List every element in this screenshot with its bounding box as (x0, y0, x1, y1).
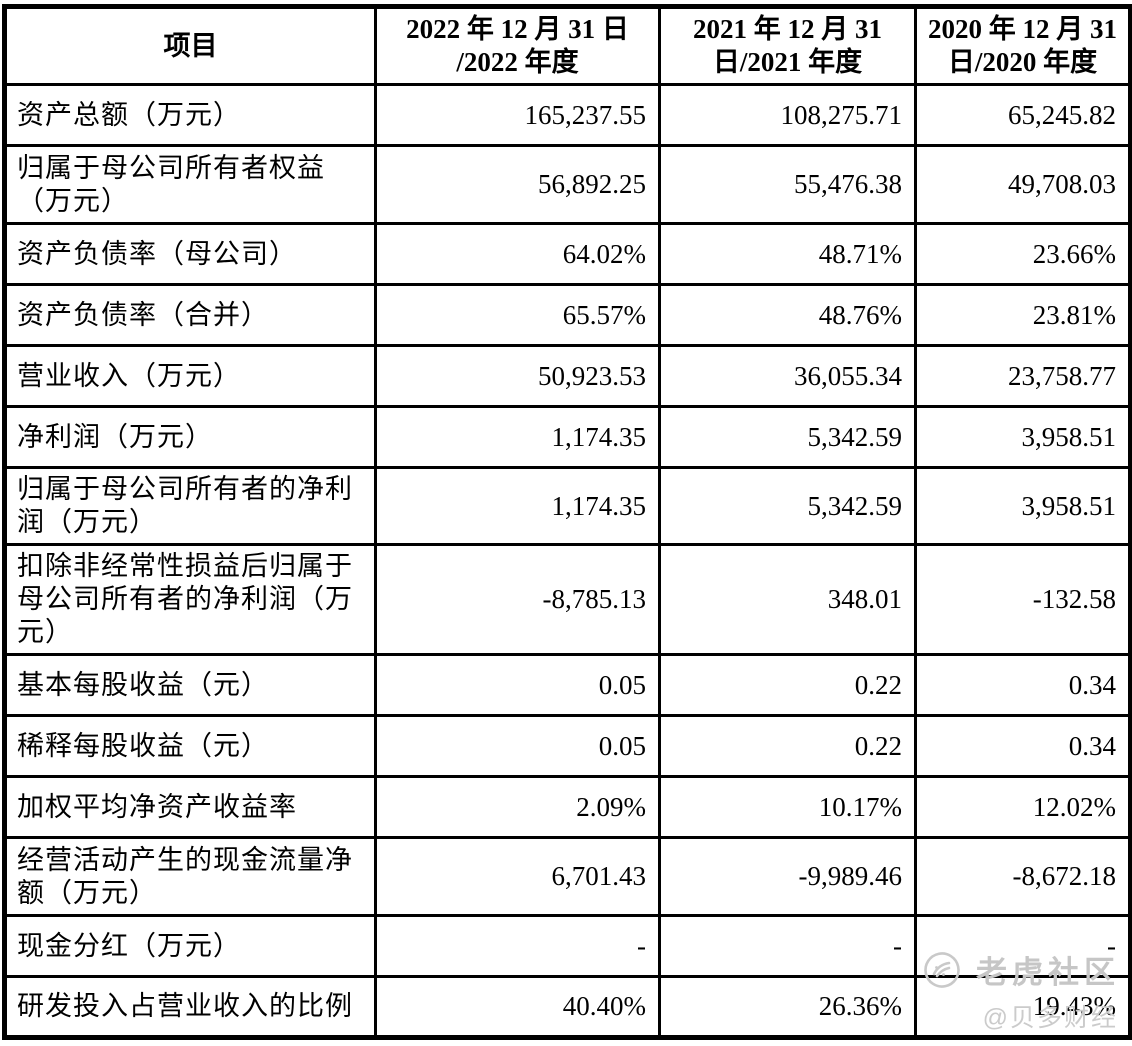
financial-summary-table: 项目 2022 年 12 月 31 日 /2022 年度 2021 年 12 月… (2, 4, 1132, 1040)
value-cell-2022: 64.02% (374, 222, 661, 286)
table-row: 资产总额（万元） 165,237.55 108,275.71 65,245.82 (3, 83, 1132, 147)
value-cell-2020: 23.81% (914, 283, 1132, 347)
value-cell-2021: - (658, 914, 917, 978)
value-cell-2022: 1,174.35 (374, 466, 661, 546)
value-cell-2022: 165,237.55 (374, 83, 661, 147)
value-cell-2022: 65.57% (374, 283, 661, 347)
row-label: 资产总额（万元） (3, 83, 377, 147)
row-label: 研发投入占营业收入的比例 (3, 975, 377, 1039)
value-cell-2021: 10.17% (658, 775, 917, 839)
value-cell-2021: 48.71% (658, 222, 917, 286)
header-period-2020: 2020 年 12 月 31 日/2020 年度 (914, 5, 1132, 86)
row-label: 营业收入（万元） (3, 344, 377, 408)
value-cell-2020: 49,708.03 (914, 144, 1132, 225)
value-cell-2022: 2.09% (374, 775, 661, 839)
value-cell-2020: 65,245.82 (914, 83, 1132, 147)
value-cell-2020: 0.34 (914, 653, 1132, 717)
row-label: 经营活动产生的现金流量净额（万元） (3, 836, 377, 917)
header-period-2021-line1: 2021 年 12 月 31 (693, 14, 882, 44)
value-cell-2021: -9,989.46 (658, 836, 917, 917)
value-cell-2022: 6,701.43 (374, 836, 661, 917)
table-row: 净利润（万元） 1,174.35 5,342.59 3,958.51 (3, 405, 1132, 469)
value-cell-2021: 348.01 (658, 543, 917, 656)
table-row: 现金分红（万元） - - - (3, 914, 1132, 978)
header-period-2020-line1: 2020 年 12 月 31 (928, 14, 1117, 44)
value-cell-2022: - (374, 914, 661, 978)
row-label: 资产负债率（母公司） (3, 222, 377, 286)
header-period-2020-line2: 日/2020 年度 (947, 47, 1098, 77)
value-cell-2021: 48.76% (658, 283, 917, 347)
value-cell-2022: -8,785.13 (374, 543, 661, 656)
value-cell-2021: 5,342.59 (658, 405, 917, 469)
value-cell-2021: 55,476.38 (658, 144, 917, 225)
value-cell-2021: 5,342.59 (658, 466, 917, 546)
table-row: 稀释每股收益（元） 0.05 0.22 0.34 (3, 714, 1132, 778)
value-cell-2020: 3,958.51 (914, 405, 1132, 469)
value-cell-2020: 19.43% (914, 975, 1132, 1039)
value-cell-2022: 0.05 (374, 653, 661, 717)
row-label: 扣除非经常性损益后归属于母公司所有者的净利润（万元） (3, 543, 377, 656)
value-cell-2021: 0.22 (658, 714, 917, 778)
header-item-column: 项目 (3, 5, 377, 86)
header-period-2022-line2: /2022 年度 (456, 47, 579, 77)
table-row: 加权平均净资产收益率 2.09% 10.17% 12.02% (3, 775, 1132, 839)
value-cell-2022: 1,174.35 (374, 405, 661, 469)
table-row: 基本每股收益（元） 0.05 0.22 0.34 (3, 653, 1132, 717)
value-cell-2020: 0.34 (914, 714, 1132, 778)
value-cell-2021: 0.22 (658, 653, 917, 717)
value-cell-2020: -132.58 (914, 543, 1132, 656)
value-cell-2022: 56,892.25 (374, 144, 661, 225)
table-row: 归属于母公司所有者权益（万元） 56,892.25 55,476.38 49,7… (3, 144, 1132, 225)
row-label: 归属于母公司所有者的净利润（万元） (3, 466, 377, 546)
row-label: 现金分红（万元） (3, 914, 377, 978)
value-cell-2020: 3,958.51 (914, 466, 1132, 546)
row-label: 加权平均净资产收益率 (3, 775, 377, 839)
value-cell-2020: 23,758.77 (914, 344, 1132, 408)
header-period-2021-line2: 日/2021 年度 (712, 47, 863, 77)
value-cell-2021: 36,055.34 (658, 344, 917, 408)
value-cell-2022: 50,923.53 (374, 344, 661, 408)
table-header-row: 项目 2022 年 12 月 31 日 /2022 年度 2021 年 12 月… (3, 5, 1132, 86)
value-cell-2020: -8,672.18 (914, 836, 1132, 917)
row-label: 归属于母公司所有者权益（万元） (3, 144, 377, 225)
row-label: 基本每股收益（元） (3, 653, 377, 717)
value-cell-2020: - (914, 914, 1132, 978)
table-row: 资产负债率（合并） 65.57% 48.76% 23.81% (3, 283, 1132, 347)
value-cell-2020: 12.02% (914, 775, 1132, 839)
value-cell-2020: 23.66% (914, 222, 1132, 286)
value-cell-2021: 26.36% (658, 975, 917, 1039)
header-period-2022: 2022 年 12 月 31 日 /2022 年度 (374, 5, 661, 86)
row-label: 资产负债率（合并） (3, 283, 377, 347)
table-row: 经营活动产生的现金流量净额（万元） 6,701.43 -9,989.46 -8,… (3, 836, 1132, 917)
value-cell-2021: 108,275.71 (658, 83, 917, 147)
header-period-2021: 2021 年 12 月 31 日/2021 年度 (658, 5, 917, 86)
table-row: 归属于母公司所有者的净利润（万元） 1,174.35 5,342.59 3,95… (3, 466, 1132, 546)
row-label: 稀释每股收益（元） (3, 714, 377, 778)
header-period-2022-line1: 2022 年 12 月 31 日 (406, 14, 629, 44)
value-cell-2022: 0.05 (374, 714, 661, 778)
value-cell-2022: 40.40% (374, 975, 661, 1039)
table-row: 资产负债率（母公司） 64.02% 48.71% 23.66% (3, 222, 1132, 286)
table-row: 扣除非经常性损益后归属于母公司所有者的净利润（万元） -8,785.13 348… (3, 543, 1132, 656)
table-row: 营业收入（万元） 50,923.53 36,055.34 23,758.77 (3, 344, 1132, 408)
table-row: 研发投入占营业收入的比例 40.40% 26.36% 19.43% (3, 975, 1132, 1039)
row-label: 净利润（万元） (3, 405, 377, 469)
